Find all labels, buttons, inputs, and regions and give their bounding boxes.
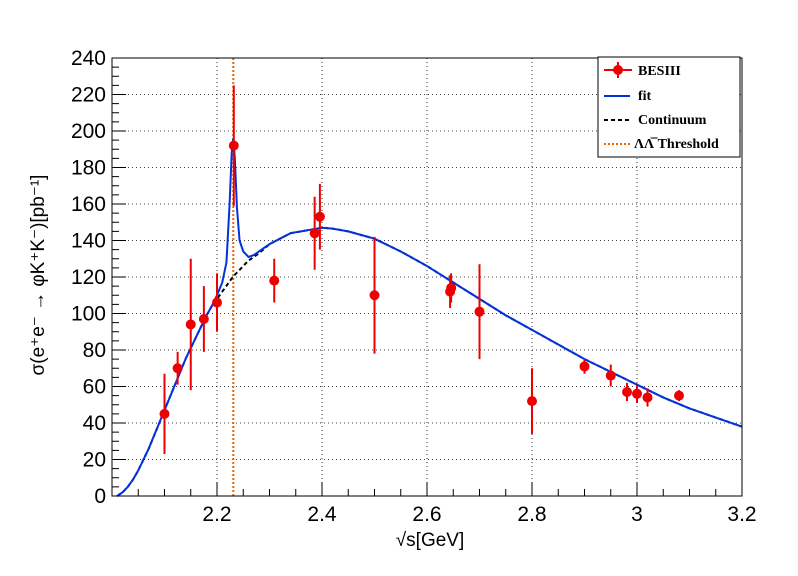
data-point bbox=[642, 388, 653, 407]
tick-labels-layer: 2.2 2.4 2.6 2.8 3 3.2 0 20 40 60 80 100 120 140 160 180… bbox=[71, 47, 757, 526]
y-tick-label: 20 bbox=[83, 449, 106, 472]
data-point-marker bbox=[159, 408, 170, 419]
data-point-marker bbox=[198, 313, 209, 324]
y-tick-label: 80 bbox=[83, 339, 106, 362]
data-point-marker bbox=[269, 275, 280, 286]
data-point-marker bbox=[212, 297, 222, 308]
data-point bbox=[527, 368, 537, 434]
data-point bbox=[314, 183, 325, 250]
x-tick-label: 2.8 bbox=[517, 503, 546, 526]
data-point-marker bbox=[632, 388, 642, 399]
y-tick-label: 240 bbox=[71, 47, 106, 70]
legend-box bbox=[597, 56, 741, 158]
data-point-marker bbox=[309, 228, 320, 239]
data-point-marker bbox=[527, 396, 537, 407]
data-point-marker bbox=[172, 363, 183, 374]
legend: BESIII fit Continuum ΛΛ̅ Threshold bbox=[597, 56, 741, 158]
y-axis-title: σ(e⁺e⁻ → φK⁺K⁻)[pb⁻¹] bbox=[28, 175, 49, 376]
x-tick-label: 2.4 bbox=[307, 503, 337, 526]
data-points-layer bbox=[159, 85, 684, 455]
data-point bbox=[228, 85, 239, 206]
data-point bbox=[198, 286, 209, 352]
x-axis-title: √s[GeV] bbox=[396, 530, 465, 551]
data-point-marker bbox=[605, 370, 616, 381]
data-point bbox=[632, 384, 642, 403]
data-point bbox=[269, 258, 280, 303]
x-tick-label: 2.2 bbox=[202, 503, 231, 526]
y-tick-label: 180 bbox=[71, 157, 106, 180]
data-point bbox=[674, 390, 684, 402]
data-point-marker bbox=[579, 361, 590, 372]
data-point bbox=[579, 359, 590, 374]
legend-label-threshold: ΛΛ̅ Threshold bbox=[634, 136, 719, 152]
data-point bbox=[309, 196, 320, 270]
data-point bbox=[212, 273, 222, 332]
y-tick-label: 160 bbox=[71, 193, 106, 216]
data-point-marker bbox=[369, 290, 380, 301]
x-tick-label: 2.6 bbox=[412, 503, 441, 526]
y-tick-label: 100 bbox=[71, 303, 106, 326]
data-point bbox=[622, 382, 633, 402]
y-tick-label: 220 bbox=[71, 84, 106, 107]
data-point-marker bbox=[622, 386, 633, 397]
y-tick-label: 120 bbox=[71, 266, 106, 289]
legend-label-continuum: Continuum bbox=[638, 113, 707, 128]
y-tick-label: 60 bbox=[83, 376, 106, 399]
data-point-marker bbox=[314, 211, 325, 222]
legend-label-fit: fit bbox=[638, 89, 652, 104]
data-point-marker bbox=[474, 306, 485, 317]
data-point-marker bbox=[185, 319, 196, 330]
data-point bbox=[172, 351, 183, 385]
data-point bbox=[369, 236, 380, 354]
y-tick-label: 0 bbox=[94, 485, 106, 508]
data-point bbox=[474, 264, 485, 360]
legend-marker-besiii-dot bbox=[613, 65, 623, 75]
y-tick-label: 140 bbox=[71, 230, 106, 253]
x-tick-label: 3 bbox=[631, 503, 643, 526]
data-point-marker bbox=[446, 282, 457, 293]
y-tick-label: 200 bbox=[71, 120, 106, 143]
data-point bbox=[446, 273, 457, 303]
data-point-marker bbox=[642, 392, 653, 403]
data-point bbox=[605, 364, 616, 387]
data-point bbox=[159, 373, 170, 455]
data-point-marker bbox=[228, 140, 239, 151]
ticks-layer bbox=[111, 57, 743, 497]
legend-label-besiii: BESIII bbox=[638, 64, 681, 79]
y-tick-label: 40 bbox=[83, 412, 106, 435]
data-point bbox=[185, 258, 196, 391]
data-point-marker bbox=[674, 390, 684, 401]
x-tick-label: 3.2 bbox=[727, 503, 756, 526]
